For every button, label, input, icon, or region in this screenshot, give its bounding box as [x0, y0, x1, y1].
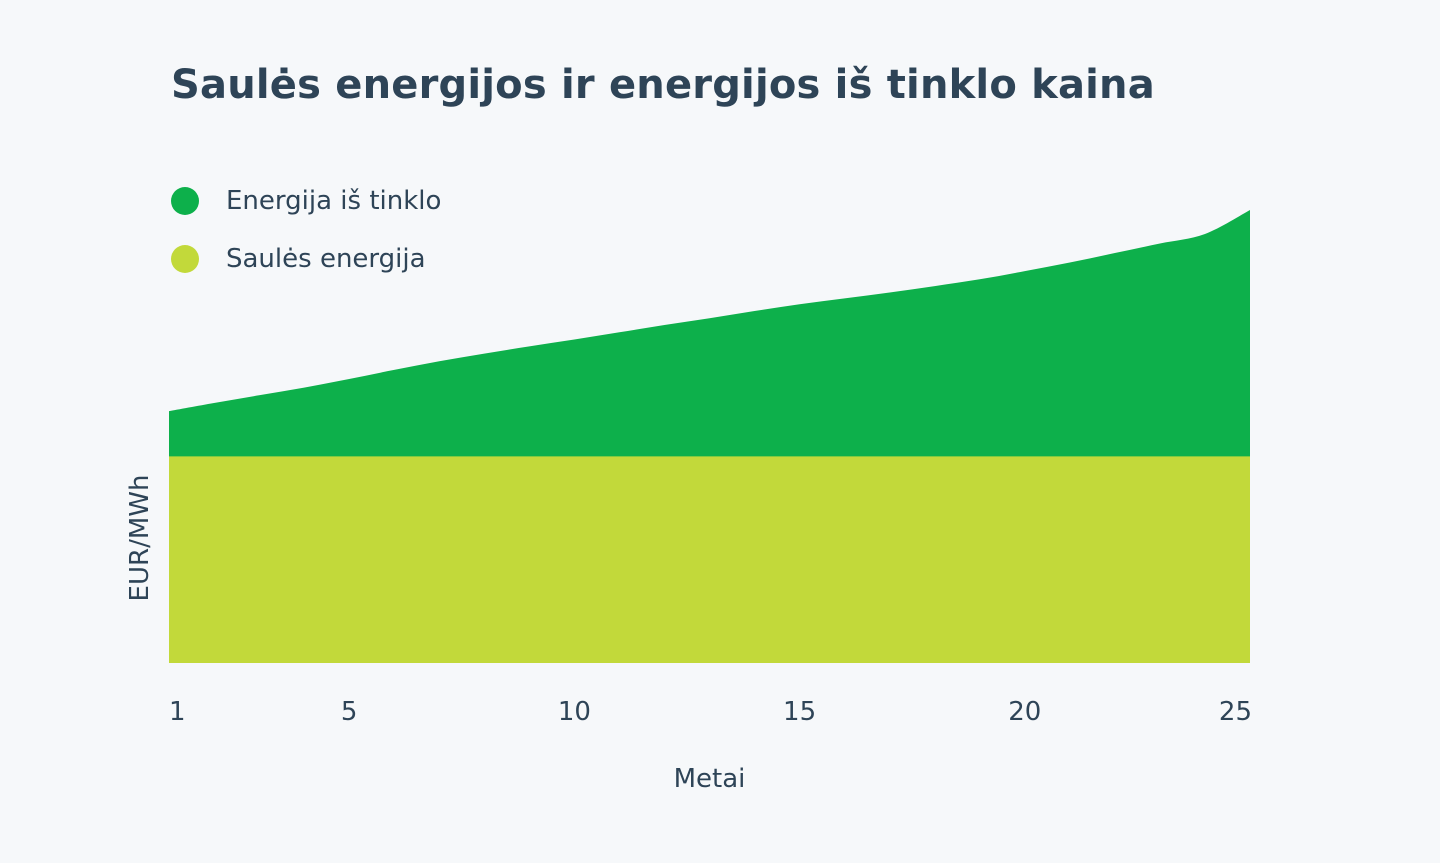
legend-label-grid: Energija iš tinklo [226, 186, 442, 216]
legend-item-grid: Energija iš tinklo [171, 172, 441, 230]
legend-label-solar: Saulės energija [226, 244, 426, 274]
chart-title: Saulės energijos ir energijos iš tinklo … [171, 62, 1155, 108]
legend-item-solar: Saulės energija [171, 230, 441, 288]
legend: Energija iš tinklo Saulės energija [171, 172, 441, 288]
x-tick-label: 15 [783, 697, 816, 727]
x-tick-label: 20 [1008, 697, 1041, 727]
x-tick-label: 25 [1219, 697, 1252, 727]
area-saules-energija [169, 456, 1250, 663]
legend-swatch-grid [171, 187, 199, 215]
x-tick-label: 10 [558, 697, 591, 727]
y-axis-label: EUR/MWh [125, 475, 155, 602]
x-axis-ticks: 1 5 10 15 20 25 [169, 697, 1252, 727]
x-axis-label: Metai [674, 764, 746, 794]
x-tick-label: 5 [341, 697, 358, 727]
legend-swatch-solar [171, 245, 199, 273]
x-tick-label: 1 [169, 697, 186, 727]
area-layer [169, 210, 1250, 663]
